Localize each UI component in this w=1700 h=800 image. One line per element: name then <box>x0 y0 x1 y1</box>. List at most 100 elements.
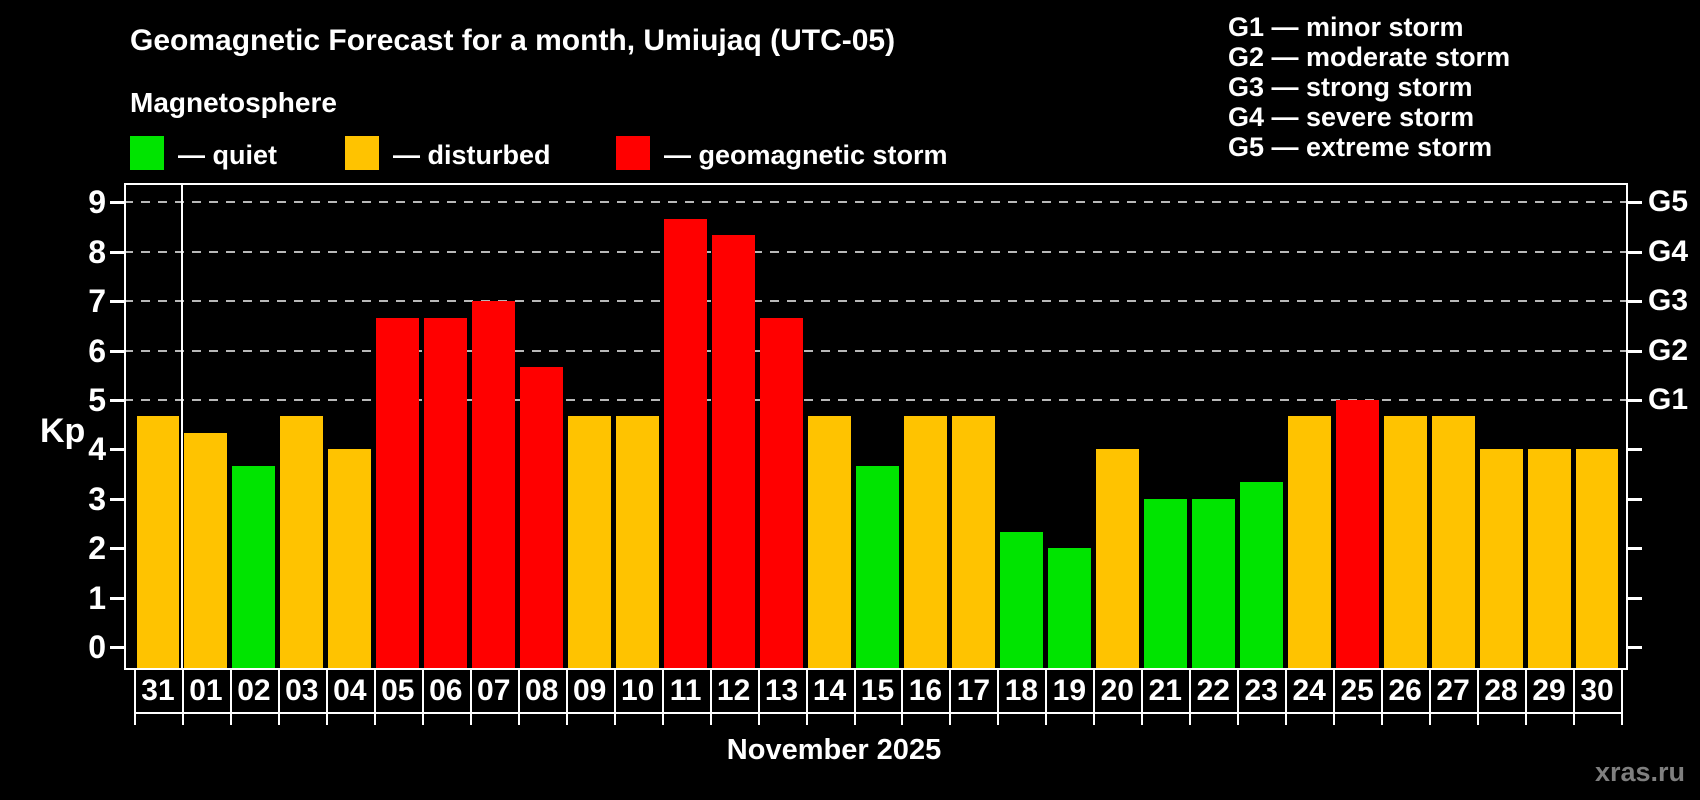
right-tick-3 <box>1628 497 1642 501</box>
day-label-19: 19 <box>1052 674 1087 707</box>
g-scale-line-g1: G1 — minor storm <box>1228 12 1464 42</box>
kp-axis-label: Kp <box>40 412 86 450</box>
day-cell-divider <box>517 668 520 714</box>
g-level-label-g2: G2 <box>1648 333 1689 367</box>
day-cell-divider <box>1333 668 1336 714</box>
y-tick-9 <box>110 201 124 205</box>
bar-day-22 <box>1191 498 1235 668</box>
day-cell-divider <box>901 668 904 714</box>
right-tick-5 <box>1628 399 1642 402</box>
day-axis-tick <box>1621 714 1623 725</box>
day-cell-divider <box>1285 668 1288 714</box>
day-axis-tick <box>1093 714 1096 725</box>
axis-left-spine <box>124 183 126 668</box>
bar-day-18 <box>999 531 1043 668</box>
bar-day-03 <box>280 416 324 668</box>
day-cell-divider <box>661 668 664 714</box>
bar-day-27 <box>1431 416 1475 668</box>
bar-day-13 <box>760 317 804 668</box>
day-axis-tick <box>853 714 856 725</box>
day-axis-tick <box>1477 714 1480 725</box>
day-label-18: 18 <box>1004 674 1039 707</box>
y-tick-label-7: 7 <box>88 283 106 320</box>
legend-storm-swatch <box>616 136 650 170</box>
day-label-07: 07 <box>477 674 511 707</box>
day-cell-divider <box>709 668 712 714</box>
day-cell-divider <box>1189 668 1192 714</box>
gridline-kp6 <box>124 349 1628 352</box>
legend-disturbed-swatch <box>345 136 379 170</box>
y-tick-5 <box>110 399 124 402</box>
g-level-label-g4: G4 <box>1648 234 1689 268</box>
right-tick-7 <box>1628 300 1642 304</box>
y-tick-2 <box>110 547 124 551</box>
bar-day-06 <box>424 317 468 668</box>
axis-top-spine <box>124 183 1628 185</box>
day-label-09: 09 <box>572 674 607 707</box>
day-label-13: 13 <box>764 674 799 707</box>
day-label-27: 27 <box>1436 674 1470 707</box>
bar-day-16 <box>903 416 947 668</box>
y-tick-label-1: 1 <box>88 579 106 616</box>
bar-day-26 <box>1383 416 1427 668</box>
y-tick-label-3: 3 <box>88 480 106 517</box>
bar-day-12 <box>712 235 756 668</box>
g-level-label-g1: G1 <box>1648 383 1689 416</box>
day-row-top-border <box>124 668 1628 670</box>
day-label-22: 22 <box>1196 674 1230 707</box>
g-scale-line-g5: G5 — extreme storm <box>1228 132 1493 162</box>
y-tick-8 <box>110 250 124 254</box>
day-axis-tick <box>757 714 760 725</box>
y-tick-7 <box>110 300 124 304</box>
day-cell-divider <box>949 668 952 714</box>
day-label-12: 12 <box>716 674 751 707</box>
day-cell-divider <box>805 668 808 714</box>
day-axis-tick <box>1237 714 1240 725</box>
watermark: xras.ru <box>1594 757 1685 787</box>
day-cell-divider <box>613 668 616 714</box>
bar-day-08 <box>520 366 564 668</box>
bar-day-29 <box>1527 449 1571 668</box>
bar-day-01 <box>184 433 228 668</box>
day-cell-divider <box>853 668 856 714</box>
day-axis-tick <box>997 714 1000 725</box>
bar-day-23 <box>1239 482 1283 668</box>
right-tick-8 <box>1628 250 1642 254</box>
day-cell-divider <box>1141 668 1144 714</box>
day-axis-tick <box>469 714 472 725</box>
month-separator <box>180 183 183 668</box>
day-axis-tick <box>373 714 376 725</box>
day-axis-tick <box>1045 714 1048 725</box>
day-label-25: 25 <box>1340 674 1374 707</box>
day-axis-tick <box>901 714 904 725</box>
bar-day-19 <box>1047 548 1091 668</box>
day-axis-tick <box>1189 714 1192 725</box>
day-axis-tick <box>1573 714 1576 725</box>
day-label-16: 16 <box>908 674 943 707</box>
right-tick-9 <box>1628 201 1642 205</box>
bar-day-09 <box>568 416 612 668</box>
bar-day-31 <box>136 416 180 668</box>
bar-day-05 <box>376 317 420 668</box>
g-scale-line-g3: G3 — strong storm <box>1228 72 1473 102</box>
day-cell-divider <box>1621 668 1623 714</box>
gridline-kp7 <box>124 300 1628 303</box>
day-axis-tick <box>1333 714 1336 725</box>
day-cell-divider <box>1429 668 1432 714</box>
month-label: November 2025 <box>726 734 942 766</box>
bar-day-11 <box>664 218 708 668</box>
day-cell-divider <box>277 668 280 714</box>
bar-day-17 <box>951 416 995 668</box>
day-label-15: 15 <box>860 674 895 707</box>
day-axis-tick <box>1141 714 1144 725</box>
bar-day-04 <box>328 449 372 668</box>
day-label-05: 05 <box>381 674 415 707</box>
y-tick-3 <box>110 497 124 501</box>
day-axis-tick <box>1429 714 1432 725</box>
chart-subtitle: Magnetosphere <box>130 87 337 118</box>
day-cell-divider <box>1477 668 1480 714</box>
g-scale-line-g2: G2 — moderate storm <box>1228 42 1511 72</box>
day-cell-divider <box>1381 668 1384 714</box>
